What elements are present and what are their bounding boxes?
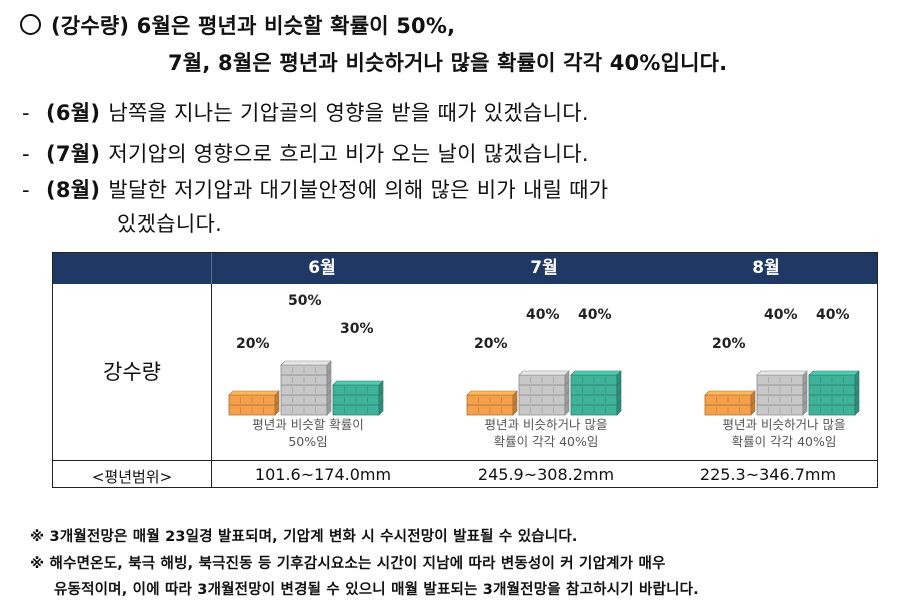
note-3: 유동적이며, 이에 따라 3개월전망이 변경될 수 있으니 매월 발표되는 3개… xyxy=(54,582,699,598)
bullet-tag: (8월) xyxy=(46,178,101,202)
july-probability-blocks xyxy=(466,370,622,416)
july-normal-pct: 40% xyxy=(526,307,560,323)
july-above-pct: 40% xyxy=(578,307,612,323)
table-header: 6월 7월 8월 xyxy=(53,253,877,284)
row-label-normal-range: <평년범위> xyxy=(91,468,173,486)
headline-line-2: 7월, 8월은 평년과 비슷하거나 많을 확률이 각각 40%입니다. xyxy=(168,51,728,75)
normal-stack xyxy=(756,370,808,416)
august-probability-blocks xyxy=(704,370,860,416)
header-july: 7월 xyxy=(530,258,558,278)
headline-line-1: (강수량) 6월은 평년과 비슷할 확률이 50%, xyxy=(20,10,455,40)
bullet-text: 발달한 저기압과 대기불안정에 의해 많은 비가 내릴 때가 xyxy=(108,178,609,202)
july-range: 245.9~308.2mm xyxy=(477,465,615,484)
bullet-tag: (7월) xyxy=(46,142,101,166)
bullet-tag: (6월) xyxy=(46,101,101,125)
august-caption: 평년과 비슷하거나 많을 확률이 각각 40%임 xyxy=(722,417,846,449)
row-label-precipitation: 강수량 xyxy=(103,360,161,384)
bullet-august-continuation: 있겠습니다. xyxy=(117,212,223,236)
row-divider xyxy=(53,460,877,461)
july-caption: 평년과 비슷하거나 많을 확률이 각각 40%임 xyxy=(484,417,608,449)
june-normal-pct: 50% xyxy=(288,293,322,309)
june-below-pct: 20% xyxy=(236,336,270,352)
above-normal-stack xyxy=(570,370,622,416)
bullet-august: - (8월) 발달한 저기압과 대기불안정에 의해 많은 비가 내릴 때가 xyxy=(22,178,609,202)
bullet-june: - (6월) 남쪽을 지나는 기압골의 영향을 받을 때가 있겠습니다. xyxy=(22,101,589,125)
headline-text-1: (강수량) 6월은 평년과 비슷할 확률이 50%, xyxy=(51,14,456,38)
table-header-corner xyxy=(53,253,212,284)
note-1: ※ 3개월전망은 매월 23일경 발표되며, 기압계 변화 시 수시전망이 발표… xyxy=(30,529,578,545)
june-above-pct: 30% xyxy=(340,321,374,337)
header-june: 6월 xyxy=(308,258,336,278)
note-2: ※ 해수면온도, 북극 해빙, 북극진동 등 기후감시요소는 시간이 지남에 따… xyxy=(30,556,666,572)
below-normal-stack xyxy=(704,390,756,416)
normal-stack xyxy=(518,370,570,416)
june-probability-blocks xyxy=(228,360,384,416)
august-range: 225.3~346.7mm xyxy=(699,465,837,484)
july-below-pct: 20% xyxy=(474,336,508,352)
precipitation-table: 6월 7월 8월 강수량 <평년범위> 20% 50% 30% 평년과 비슷할 … xyxy=(52,252,878,488)
column-divider xyxy=(211,284,212,488)
header-august: 8월 xyxy=(752,258,780,278)
normal-stack xyxy=(280,360,332,416)
august-below-pct: 20% xyxy=(712,336,746,352)
bullet-text: 저기압의 영향으로 흐리고 비가 오는 날이 많겠습니다. xyxy=(108,142,589,166)
bullet-text: 남쪽을 지나는 기압골의 영향을 받을 때가 있겠습니다. xyxy=(108,101,589,125)
bullet-july: - (7월) 저기압의 영향으로 흐리고 비가 오는 날이 많겠습니다. xyxy=(22,142,589,166)
august-normal-pct: 40% xyxy=(764,307,798,323)
above-normal-stack xyxy=(808,370,860,416)
august-above-pct: 40% xyxy=(816,307,850,323)
june-range: 101.6~174.0mm xyxy=(254,465,392,484)
june-caption: 평년과 비슷할 확률이 50%임 xyxy=(252,417,364,449)
below-normal-stack xyxy=(228,390,280,416)
circle-bullet-icon xyxy=(20,14,41,35)
above-normal-stack xyxy=(332,380,384,416)
below-normal-stack xyxy=(466,390,518,416)
